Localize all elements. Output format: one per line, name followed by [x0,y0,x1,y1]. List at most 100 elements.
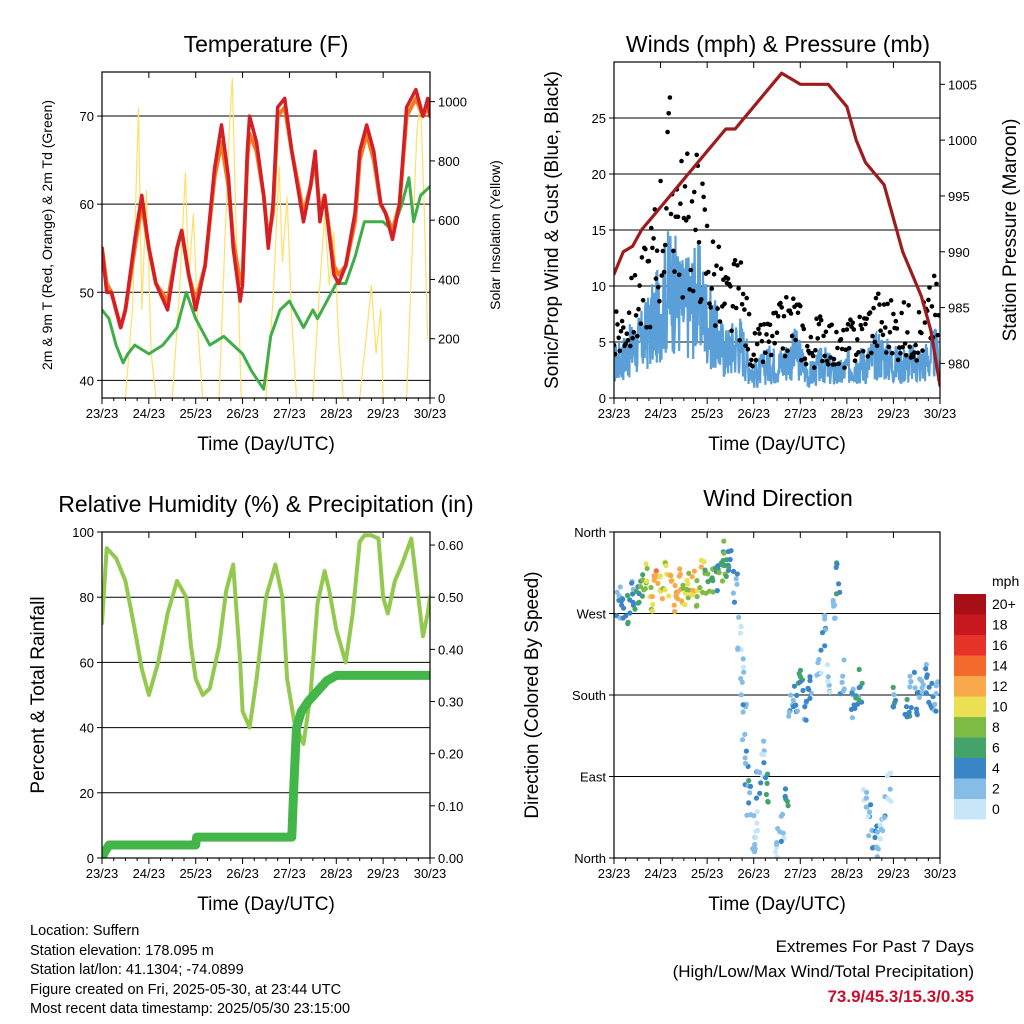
direction-point [933,691,939,697]
direction-point [840,688,846,694]
direction-point [803,698,810,704]
direction-point [642,586,648,592]
gust-point [791,296,796,302]
direction-point [908,705,914,711]
direction-point [911,669,918,676]
gust-point [662,242,668,248]
gust-point [728,284,733,289]
direction-point [690,587,696,594]
y-tick-label: 5 [599,335,606,350]
gust-point [814,316,819,322]
y2-tick-label: 1000 [948,133,977,148]
direction-point [697,585,703,591]
gust-point [867,310,873,315]
x-tick-label: 25/23 [691,406,724,421]
gust-point [881,302,887,307]
gust-point [700,181,705,187]
direction-point [725,548,732,555]
direction-point [916,694,923,701]
direction-point [908,678,914,685]
x-tick-label: 27/23 [273,406,306,421]
x-axis-label: Time (Day/UTC) [197,894,335,915]
y2-tick-label: 985 [948,301,970,316]
gust-point [696,240,702,245]
direction-point [721,538,727,544]
direction-point [684,577,690,584]
gust-point [718,266,724,272]
x-axis-label: Time (Day/UTC) [708,434,846,455]
y-tick-label: 40 [80,721,94,736]
gust-point [766,339,772,345]
direction-point [662,587,668,593]
gust-point [687,287,692,292]
gust-point [751,352,756,358]
direction-point [741,669,747,675]
gust-point [632,273,638,278]
x-tick-label: 30/23 [924,866,957,881]
gust-point [735,263,740,268]
y-tick-label: 20 [80,786,94,801]
gust-point [901,300,907,305]
gust-point [887,330,893,335]
direction-point [752,841,758,848]
gust-point [615,322,620,327]
gust-point [835,345,840,351]
y2-tick-label: 0.10 [438,799,463,814]
direction-point [824,662,831,668]
gust-point [749,357,754,363]
direction-point [836,581,842,587]
gust-point [773,310,779,316]
y-tick-label: 15 [592,223,606,238]
direction-point [653,568,659,574]
colorbar-label: 18 [992,617,1008,633]
direction-point [803,717,809,723]
gust-point [756,326,761,332]
gust-point [730,304,736,309]
x-tick-label: 26/23 [737,866,770,881]
colorbar-swatch [954,737,986,758]
colorbar-swatch [954,799,986,820]
gust-point [668,211,674,217]
y-tick-label: 0 [87,851,94,866]
gust-point [753,357,759,363]
direction-point [761,760,767,766]
gust-point [637,283,642,288]
gust-point [694,152,699,158]
direction-point [933,683,939,689]
direction-point [738,624,744,630]
gust-point [789,333,795,339]
direction-point [731,599,738,605]
direction-point [738,692,744,698]
figure-created: Figure created on Fri, 2025-05-30, at 23… [30,981,342,998]
gust-point [859,326,865,332]
x-tick-label: 29/23 [367,406,400,421]
direction-point [630,591,636,597]
direction-point [740,709,746,715]
direction-point [761,738,767,744]
gust-point [801,326,807,332]
gust-point [870,333,875,339]
gust-point [770,333,775,339]
gust-point [638,321,644,327]
direction-point [929,680,935,686]
direction-point [778,813,784,819]
direction-point [689,592,695,598]
gust-point [640,298,646,303]
direction-point [633,588,640,595]
direction-point [637,584,644,590]
gust-point [685,151,690,156]
gust-point [761,322,767,327]
x-tick-label: 27/23 [784,866,817,881]
colorbar-label: 20+ [992,596,1016,612]
y2-tick-label: 0.50 [438,590,463,605]
direction-point [839,679,845,686]
gust-point [655,285,661,290]
gust-point [774,330,780,336]
direction-point [856,685,862,691]
direction-point [753,795,760,801]
direction-point [651,573,657,579]
direction-point [746,778,752,784]
direction-point [819,630,826,636]
gust-point [856,350,861,355]
gust-point [902,341,908,346]
